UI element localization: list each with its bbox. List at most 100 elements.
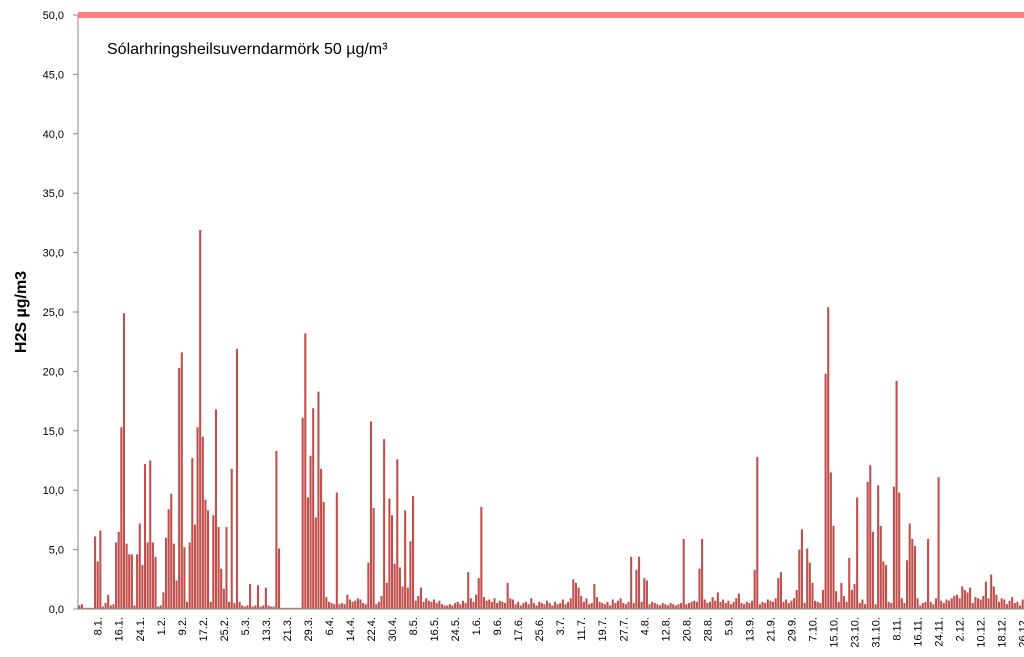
bar — [974, 597, 977, 609]
bar — [982, 595, 985, 609]
bar — [164, 537, 168, 609]
bar — [314, 517, 317, 609]
bar — [162, 592, 165, 609]
bar — [913, 546, 916, 609]
bar — [477, 578, 480, 609]
bar — [535, 605, 538, 609]
bar — [327, 601, 331, 609]
bar — [745, 601, 748, 609]
bar — [653, 603, 656, 609]
bar — [301, 417, 304, 609]
bar — [167, 509, 170, 609]
x-tick-label: 28.8. — [702, 617, 714, 641]
bar — [814, 600, 817, 609]
bar — [490, 601, 493, 609]
bar — [254, 605, 257, 609]
bar — [863, 604, 867, 609]
bar — [112, 604, 115, 609]
bar — [204, 499, 207, 609]
bar — [522, 603, 525, 609]
bar — [643, 578, 646, 609]
bar — [506, 582, 509, 609]
bar — [404, 510, 407, 609]
x-tick-label: 16.11. — [913, 617, 925, 647]
bar — [446, 605, 449, 609]
x-tick-label: 17.6. — [513, 617, 525, 641]
bar — [503, 603, 507, 609]
bar — [191, 458, 194, 609]
bar — [186, 601, 189, 609]
bar — [632, 603, 635, 609]
bar — [879, 525, 882, 609]
bar — [664, 604, 667, 609]
bar — [438, 600, 441, 609]
bar — [761, 601, 764, 609]
bar — [183, 547, 186, 609]
bar — [543, 604, 546, 609]
bar — [990, 574, 993, 609]
bar — [359, 599, 362, 609]
bar — [619, 598, 622, 609]
bar — [640, 601, 643, 609]
bar — [383, 439, 386, 609]
bar — [958, 598, 961, 609]
bar — [309, 455, 312, 609]
bar — [911, 538, 914, 609]
bar — [467, 572, 470, 609]
bar — [214, 409, 218, 609]
bar — [722, 599, 725, 609]
bar — [732, 601, 735, 609]
x-tick-label: 30.4. — [387, 617, 399, 641]
bar — [934, 598, 938, 609]
bar — [128, 554, 131, 609]
y-tick-label: 35,0 — [43, 188, 64, 200]
bar — [564, 604, 567, 609]
bar — [220, 568, 223, 609]
x-tick-label: 6.4. — [324, 617, 336, 635]
bar — [777, 578, 780, 609]
bar — [199, 230, 202, 609]
x-tick-label: 2.12. — [955, 617, 967, 641]
bar — [149, 460, 152, 609]
bar — [136, 554, 139, 609]
bar — [385, 582, 388, 609]
bar — [509, 598, 512, 609]
bar — [117, 531, 120, 609]
bar — [585, 598, 588, 609]
bar — [984, 581, 987, 609]
bar — [750, 600, 754, 609]
bar — [648, 604, 651, 609]
bar — [422, 601, 425, 609]
bar — [606, 601, 609, 609]
bar — [109, 605, 112, 609]
bar — [987, 598, 990, 609]
bar — [367, 562, 370, 609]
bar — [787, 603, 790, 609]
bar — [916, 598, 919, 609]
bar — [927, 538, 930, 609]
bar — [735, 598, 738, 609]
bar — [180, 352, 183, 609]
bar — [869, 465, 872, 609]
bar — [96, 561, 99, 609]
bar — [955, 594, 959, 609]
bar — [577, 587, 580, 609]
bar — [270, 606, 273, 609]
x-tick-label: 11.7. — [576, 617, 588, 641]
bar — [511, 599, 514, 609]
bar — [806, 548, 809, 609]
bar — [698, 568, 701, 609]
y-tick-label: 30,0 — [43, 248, 64, 260]
bar — [364, 604, 367, 609]
bar — [362, 603, 365, 609]
bar — [454, 603, 457, 609]
bar — [304, 333, 307, 609]
bar — [532, 603, 535, 609]
bar — [611, 599, 614, 609]
bar — [567, 601, 570, 609]
bar — [743, 604, 746, 609]
bar — [942, 603, 945, 609]
bar — [790, 600, 793, 609]
bar — [677, 604, 680, 609]
bar — [711, 597, 714, 609]
